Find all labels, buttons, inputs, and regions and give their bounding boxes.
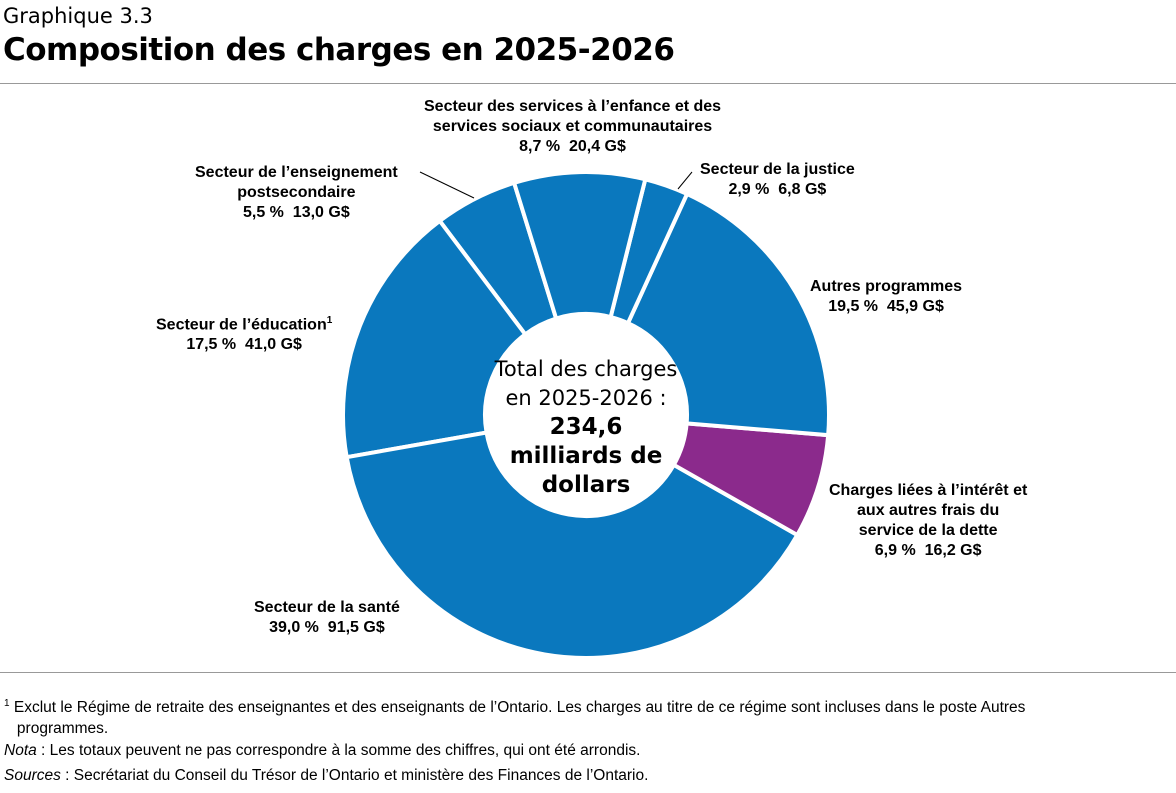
center-line: en 2025-2026 : <box>505 386 667 410</box>
label-values: 6,9 % 16,2 G$ <box>874 542 982 559</box>
label-line: Autres programmes <box>810 278 963 295</box>
center-line: Total des charges <box>494 357 678 381</box>
leader-line-justice <box>677 171 693 190</box>
label-justice: Secteur de la justice 2,9 % 6,8 G$ <box>700 160 855 200</box>
footnote-1: 1 Exclut le Régime de retraite des ensei… <box>4 698 1026 738</box>
label-line: Secteur de la justice <box>700 161 855 178</box>
label-education: Secteur de l’éducation1 17,5 % 41,0 G$ <box>156 311 332 355</box>
footnote-sources: Sources : Secrétariat du Conseil du Trés… <box>4 767 649 784</box>
label-line: aux autres frais du <box>857 502 1000 519</box>
donut-slice-5 <box>341 218 529 460</box>
chart-title: Composition des charges en 2025-2026 <box>3 32 675 68</box>
leader-line-postsecondaire <box>419 171 475 199</box>
donut-slice-3 <box>671 421 831 538</box>
label-values: 39,0 % 91,5 G$ <box>269 619 385 636</box>
label-line: Secteur des services à l’enfance et des <box>424 98 722 115</box>
label-values: 8,7 % 20,4 G$ <box>519 138 626 155</box>
donut-slice-0 <box>511 170 648 322</box>
donut-slice-4 <box>344 430 801 660</box>
label-line: Secteur de l’enseignement <box>195 164 398 181</box>
donut-slice-2 <box>625 191 831 438</box>
label-line: services sociaux et communautaires <box>432 118 713 135</box>
label-line: service de la dette <box>858 522 998 539</box>
donut-center-text: Total des charges en 2025-2026 : 234,6 m… <box>476 355 696 500</box>
label-values: 19,5 % 45,9 G$ <box>828 298 944 315</box>
label-values: 5,5 % 13,0 G$ <box>242 204 350 221</box>
label-autres: Autres programmes 19,5 % 45,9 G$ <box>810 277 962 317</box>
center-total: 234,6 <box>549 414 623 440</box>
top-divider <box>0 83 1176 84</box>
center-line: milliards de <box>509 443 663 469</box>
label-sante: Secteur de la santé 39,0 % 91,5 G$ <box>254 598 400 638</box>
center-line: dollars <box>541 472 631 498</box>
label-values: 2,9 % 6,8 G$ <box>728 181 827 198</box>
label-enfance: Secteur des services à l’enfance et des … <box>424 97 721 157</box>
footnote-nota: Nota : Les totaux peuvent ne pas corresp… <box>4 742 641 759</box>
label-line: Secteur de l’éducation1 <box>156 315 333 334</box>
footnote-divider <box>0 672 1176 673</box>
label-values: 17,5 % 41,0 G$ <box>186 336 302 354</box>
label-line: Charges liées à l’intérêt et <box>829 482 1028 499</box>
chart-label: Graphique 3.3 <box>3 4 153 28</box>
label-postsecondaire: Secteur de l’enseignement postsecondaire… <box>195 163 398 223</box>
label-line: Secteur de la santé <box>254 599 400 616</box>
label-line: postsecondaire <box>237 184 356 201</box>
label-interet: Charges liées à l’intérêt et aux autres … <box>829 481 1027 561</box>
